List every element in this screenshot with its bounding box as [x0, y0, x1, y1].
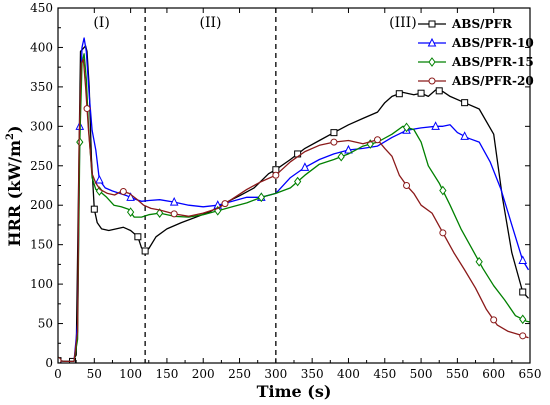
y-axis-title: HRR (kW/m2) — [5, 125, 24, 246]
data-point — [90, 205, 98, 213]
data-point — [119, 187, 127, 195]
data-point — [519, 314, 527, 325]
legend-item: ABS/PFR-15 — [418, 55, 534, 69]
x-tick-label: 450 — [373, 367, 396, 381]
legend-item: ABS/PFR — [418, 17, 513, 31]
legend-label: ABS/PFR-10 — [451, 36, 534, 50]
data-point — [156, 208, 164, 218]
y-tick-label: 200 — [30, 198, 53, 212]
axis-ticks: 0 50 100 150 200 250 300 350 400 450 500 550 600 650 0… — [30, 1, 541, 381]
data-point — [439, 229, 447, 237]
region-labels: (I) (II) (III) — [93, 15, 416, 31]
x-tick-label: 150 — [155, 367, 178, 381]
region-label: (III) — [389, 15, 417, 31]
series-line — [58, 37, 530, 363]
data-point — [58, 357, 62, 363]
y-tick-label: 0 — [45, 356, 53, 370]
region-label: (II) — [200, 15, 222, 31]
data-point — [170, 210, 178, 218]
data-point — [126, 207, 135, 217]
data-point — [330, 138, 338, 146]
legend-label: ABS/PFR — [451, 17, 513, 31]
data-point — [435, 87, 443, 95]
series-abs-pfr-20 — [58, 58, 529, 363]
x-axis-title: Time (s) — [257, 382, 332, 401]
data-point — [439, 185, 447, 196]
x-tick-label: 200 — [192, 367, 215, 381]
data-point — [402, 122, 411, 133]
y-tick-label: 100 — [30, 277, 53, 291]
x-tick-label: 250 — [228, 367, 251, 381]
data-point — [519, 288, 527, 296]
data-point — [344, 144, 353, 154]
x-tick-label: 50 — [87, 367, 102, 381]
x-tick-label: 350 — [301, 367, 324, 381]
data-point — [294, 176, 302, 187]
data-point — [519, 332, 527, 340]
x-tick-label: 600 — [482, 367, 505, 381]
x-tick-label: 550 — [446, 367, 469, 381]
data-point — [395, 90, 403, 98]
data-point — [257, 192, 265, 203]
legend-item: ABS/PFR-10 — [418, 36, 534, 50]
y-axis-title-suffix: ) — [5, 125, 24, 133]
data-point — [475, 256, 483, 267]
series-layer — [58, 37, 530, 363]
data-point — [337, 151, 345, 162]
x-tick-label: 300 — [264, 367, 287, 381]
series-line — [58, 45, 529, 363]
x-tick-label: 500 — [410, 367, 433, 381]
y-axis-title-main: HRR (kW/m — [5, 140, 24, 247]
data-point — [417, 89, 425, 97]
data-point — [300, 162, 310, 171]
legend-label: ABS/PFR-15 — [451, 55, 534, 69]
data-point — [272, 171, 280, 179]
y-tick-label: 450 — [30, 1, 53, 15]
data-point — [518, 255, 528, 264]
data-point — [126, 192, 135, 201]
y-tick-label: 250 — [30, 159, 53, 173]
x-tick-label: 0 — [54, 367, 62, 381]
data-point — [431, 121, 440, 130]
data-point — [134, 233, 142, 241]
data-point — [490, 316, 498, 324]
data-point — [221, 200, 229, 208]
legend: ABS/PFR ABS/PFR-10 ABS/PFR-15 ABS/PFR-20 — [418, 17, 534, 88]
legend-marker — [428, 20, 436, 28]
data-point — [169, 196, 179, 206]
x-tick-label: 100 — [119, 367, 142, 381]
x-tick-label: 650 — [519, 367, 542, 381]
y-axis-title-superscript: 2 — [5, 133, 16, 140]
y-tick-label: 400 — [30, 40, 53, 54]
y-tick-label: 300 — [30, 119, 53, 133]
region-label: (I) — [93, 15, 109, 31]
data-point — [83, 105, 91, 113]
legend-marker — [428, 57, 436, 67]
data-point — [403, 182, 411, 189]
legend-label: ABS/PFR-20 — [451, 74, 534, 88]
legend-item: ABS/PFR-20 — [418, 74, 534, 88]
data-point — [141, 247, 149, 255]
data-point — [330, 129, 338, 137]
data-point — [460, 131, 469, 140]
series-abs-pfr — [58, 45, 529, 363]
y-tick-label: 150 — [30, 238, 53, 252]
y-tick-label: 50 — [38, 317, 53, 331]
data-point — [374, 136, 382, 144]
data-point — [461, 99, 469, 107]
legend-marker — [427, 37, 437, 47]
y-tick-label: 350 — [30, 80, 53, 94]
x-tick-label: 400 — [337, 367, 360, 381]
data-point — [76, 137, 84, 147]
data-point — [95, 174, 104, 184]
series-line — [58, 58, 529, 363]
legend-marker — [428, 77, 436, 85]
